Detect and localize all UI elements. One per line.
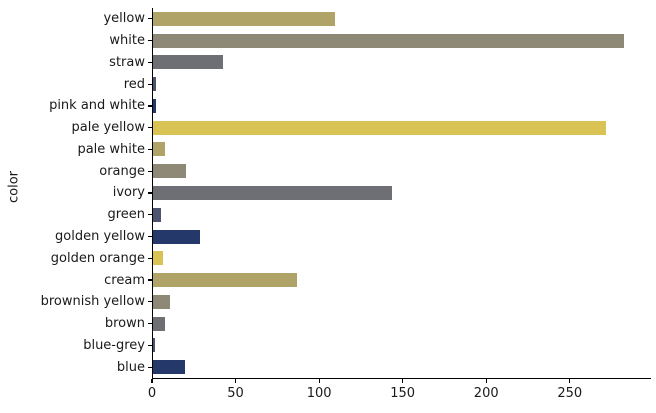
- y-tick-label: blue: [116, 359, 145, 375]
- bar-golden-yellow: [153, 229, 200, 244]
- y-tick-mark: [148, 301, 152, 303]
- x-tick-label: 250: [557, 386, 583, 401]
- x-tick-mark: [234, 379, 237, 383]
- bar-row: [153, 160, 651, 182]
- bar-cream: [153, 273, 297, 288]
- y-tick-mark: [148, 344, 152, 346]
- y-tick-mark: [148, 61, 152, 63]
- bar-pale-white: [153, 142, 165, 157]
- plot-area: [152, 8, 651, 379]
- y-tick-label: cream: [104, 272, 145, 288]
- y-tick-labels: yellow white straw red pink and white pale ye…: [0, 8, 145, 378]
- y-tick-mark: [148, 279, 152, 281]
- bar-straw: [153, 55, 224, 70]
- y-tick-label: golden yellow: [55, 229, 145, 245]
- y-tick-mark: [148, 170, 152, 172]
- x-tick-label: 200: [473, 386, 499, 401]
- y-tick-mark: [148, 257, 152, 259]
- bar-ivory: [153, 185, 392, 200]
- bar-yellow: [153, 11, 336, 26]
- bar-brownish-yellow: [153, 294, 170, 309]
- bar-pink-and-white: [153, 98, 157, 113]
- bar-green: [153, 207, 162, 222]
- y-tick-label: brown: [104, 316, 145, 332]
- bar-row: [153, 247, 651, 269]
- y-tick-label: ivory: [112, 185, 145, 201]
- y-tick-label: brownish yellow: [40, 294, 145, 310]
- x-tick-label: 100: [306, 386, 332, 401]
- bar-row: [153, 356, 651, 378]
- y-tick-label: green: [107, 207, 145, 223]
- bar-row: [153, 95, 651, 117]
- bar-row: [153, 226, 651, 248]
- y-tick-mark: [148, 214, 152, 216]
- y-tick-label: straw: [109, 54, 145, 70]
- y-tick-mark: [148, 235, 152, 238]
- y-tick-mark: [148, 192, 152, 194]
- y-tick-mark: [148, 83, 152, 85]
- bar-row: [153, 117, 651, 139]
- x-tick-label: 150: [390, 386, 416, 401]
- bar-golden-orange: [153, 251, 164, 266]
- y-tick-label: orange: [99, 163, 145, 179]
- bar-row: [153, 291, 651, 313]
- y-tick-mark: [148, 322, 152, 325]
- y-tick-label: yellow: [103, 11, 145, 27]
- bar-white: [153, 33, 625, 48]
- bar-row: [153, 52, 651, 74]
- bar-blue: [153, 360, 185, 375]
- x-axis-ticks: 0 50 100 150 200 250: [148, 379, 650, 411]
- x-tick-mark: [151, 379, 153, 383]
- bar-row: [153, 139, 651, 161]
- y-tick-mark: [148, 105, 152, 107]
- x-tick-mark: [569, 379, 571, 383]
- bar-red: [153, 77, 157, 92]
- y-tick-label: white: [109, 33, 145, 49]
- bar-orange: [153, 164, 187, 179]
- bar-row: [153, 8, 651, 30]
- y-tick-mark: [148, 366, 152, 368]
- x-tick-mark: [318, 379, 320, 383]
- x-tick-mark: [402, 379, 404, 383]
- x-tick-label: 50: [227, 386, 244, 401]
- bar-row: [153, 269, 651, 291]
- bar-row: [153, 313, 651, 335]
- x-tick-mark: [485, 379, 487, 383]
- bar-brown: [153, 316, 165, 331]
- y-tick-mark: [148, 127, 152, 129]
- bar-row: [153, 182, 651, 204]
- bar-row: [153, 30, 651, 52]
- y-tick-mark: [148, 40, 152, 42]
- y-tick-mark: [148, 18, 152, 20]
- bar-row: [153, 334, 651, 356]
- bar-row: [153, 204, 651, 226]
- y-tick-mark: [148, 148, 152, 151]
- y-tick-label: blue-grey: [83, 337, 145, 353]
- y-tick-label: pale white: [77, 141, 145, 157]
- bar-pale-yellow: [153, 120, 606, 135]
- y-tick-label: red: [123, 76, 145, 92]
- bar-row: [153, 73, 651, 95]
- y-tick-label: golden orange: [50, 250, 145, 266]
- y-tick-label: pink and white: [49, 98, 145, 114]
- y-tick-label: pale yellow: [71, 120, 145, 136]
- x-tick-label: 0: [147, 386, 157, 401]
- bar-blue-grey: [153, 338, 155, 353]
